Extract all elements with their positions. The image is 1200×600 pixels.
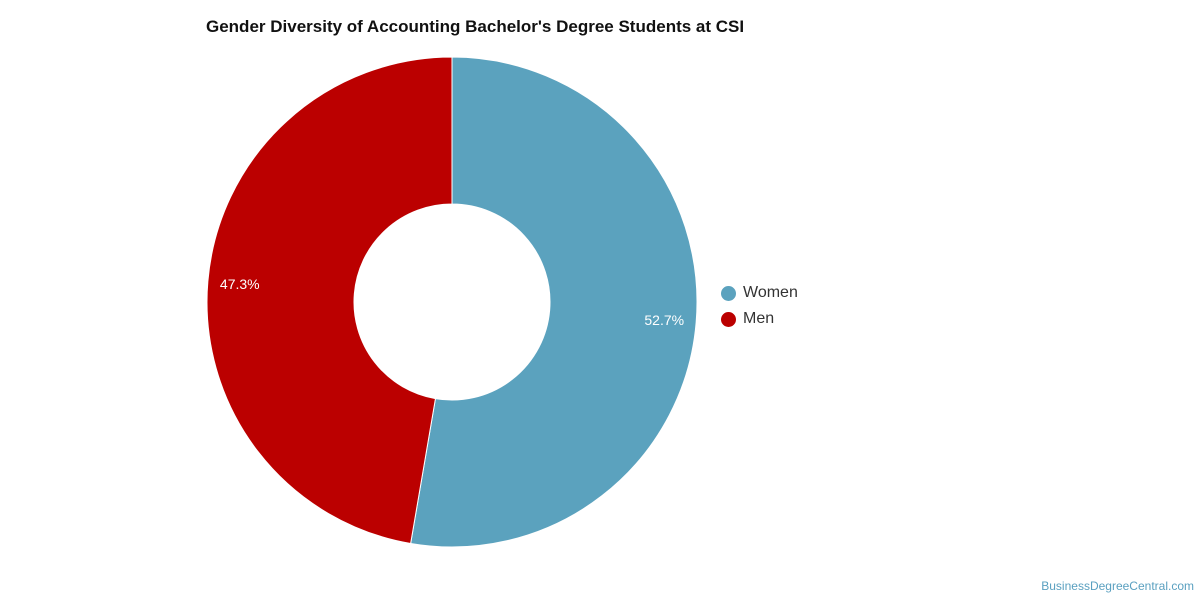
data-label-men: 47.3%: [220, 276, 260, 292]
data-label-women: 52.7%: [644, 312, 684, 328]
legend-swatch-men: [721, 311, 736, 327]
legend-label-men: Men: [743, 310, 775, 327]
legend-label-women: Women: [743, 284, 798, 301]
legend-item-men[interactable]: Men: [721, 306, 798, 332]
legend: Women Men: [721, 280, 798, 332]
legend-item-women[interactable]: Women: [721, 280, 798, 306]
slice-men[interactable]: [206, 56, 453, 545]
legend-swatch-women: [721, 285, 736, 301]
slice-women[interactable]: [410, 56, 698, 548]
watermark-link[interactable]: BusinessDegreeCentral.com: [1041, 579, 1194, 593]
chart-title: Gender Diversity of Accounting Bachelor'…: [206, 17, 745, 36]
